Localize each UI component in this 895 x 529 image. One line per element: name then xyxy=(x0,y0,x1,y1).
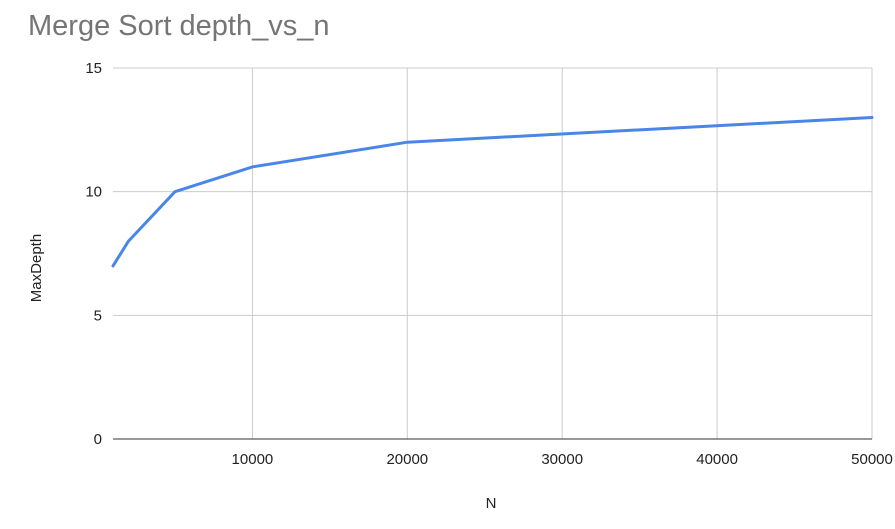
x-tick-label: 50000 xyxy=(851,451,893,468)
series-line xyxy=(111,116,874,268)
gridlines xyxy=(113,67,873,439)
x-tick-label: 20000 xyxy=(386,451,428,468)
x-tick-label: 30000 xyxy=(541,451,583,468)
y-tick-label: 10 xyxy=(85,184,102,201)
x-axis-title: N xyxy=(486,495,497,512)
x-tick-label: 40000 xyxy=(696,451,738,468)
y-axis-title: MaxDepth xyxy=(28,234,45,302)
x-tick-label: 10000 xyxy=(232,451,274,468)
chart-title: Merge Sort depth_vs_n xyxy=(28,10,329,42)
y-tick-label: 0 xyxy=(94,431,102,448)
axes: 0 5 10 15 10000 20000 30000 40000 50000 xyxy=(85,60,893,468)
y-tick-label: 5 xyxy=(94,307,102,324)
series-layer xyxy=(111,116,874,268)
y-tick-label: 15 xyxy=(85,60,102,77)
